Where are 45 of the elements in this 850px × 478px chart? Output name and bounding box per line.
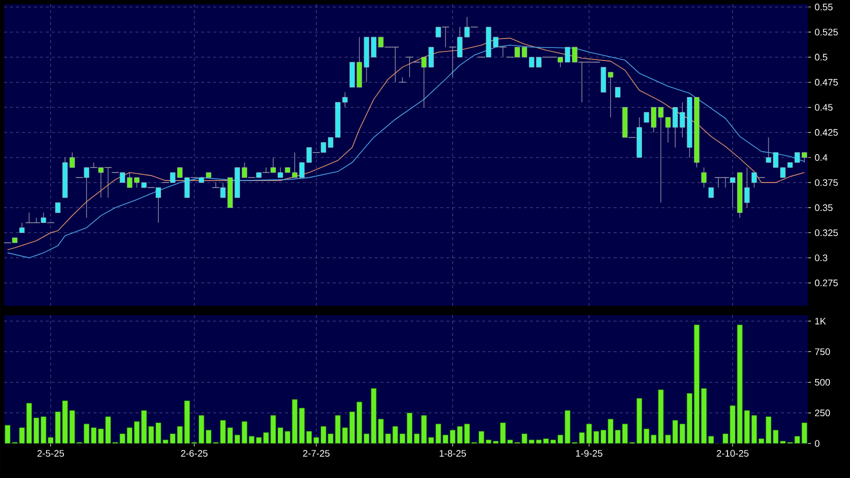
y-tick-label: 1K — [815, 318, 826, 324]
y-tick-label: 0.425 — [814, 129, 838, 136]
candlestick — [84, 167, 90, 218]
candlestick — [55, 202, 60, 213]
candlestick — [701, 167, 707, 188]
y-tick-label: 750 — [815, 348, 830, 356]
y-tick-label: 0.275 — [814, 280, 838, 286]
y-tick-label: 0.35 — [814, 204, 833, 212]
candlestick — [752, 172, 757, 188]
candlestick — [98, 167, 104, 198]
y-tick-label: 0.525 — [814, 28, 838, 36]
candlestick — [436, 26, 441, 38]
x-tick-label: 1-8-25 — [440, 450, 466, 457]
candlestick — [184, 177, 190, 198]
candlestick — [608, 72, 614, 118]
x-tick-label: 2-5-25 — [37, 450, 64, 457]
y-tick-label: 500 — [814, 378, 830, 386]
y-tick-label: 0.325 — [814, 229, 838, 236]
candlestick — [464, 16, 470, 38]
y-tick-label: 0.375 — [814, 179, 838, 186]
candlestick — [421, 56, 427, 108]
candlestick — [558, 56, 563, 68]
y-tick-label: 250 — [815, 410, 830, 416]
x-tick-label: 1-9-25 — [576, 450, 602, 457]
y-tick-label: 0.5 — [814, 54, 828, 61]
y-tick-label: 0.475 — [814, 78, 838, 86]
y-tick-label: 0.4 — [814, 154, 828, 161]
x-tick-label: 2-6-25 — [181, 450, 208, 457]
candlestick — [19, 222, 25, 234]
candlestick — [120, 172, 126, 183]
candlestick — [457, 26, 462, 58]
candlestick — [428, 46, 434, 68]
y-tick-label: 0.55 — [814, 4, 833, 10]
candlestick — [40, 212, 46, 224]
candlestick — [220, 182, 226, 198]
x-tick-label: 2-7-25 — [303, 450, 330, 457]
candlestick — [708, 187, 714, 198]
candlestick — [320, 142, 326, 153]
candlestick — [615, 86, 620, 98]
y-tick-label: 0.3 — [814, 254, 828, 262]
candlestick — [156, 187, 161, 224]
x-tick-label: 2-10-25 — [716, 450, 749, 457]
y-tick-label: 0.45 — [814, 104, 833, 111]
candlestick — [306, 147, 312, 163]
y-tick-label: 0 — [814, 440, 820, 447]
